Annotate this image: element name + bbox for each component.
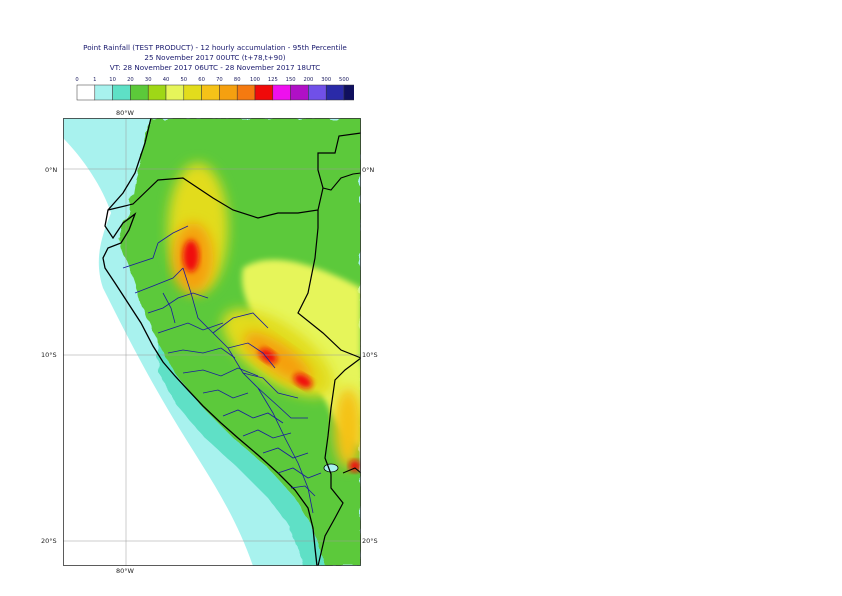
legend-swatch <box>219 84 238 101</box>
max-rain-core-north <box>183 240 199 272</box>
rainfall-map <box>63 118 361 566</box>
legend-swatch <box>201 84 220 101</box>
legend-swatch <box>308 84 327 101</box>
border-peru-brazil <box>297 210 361 359</box>
color-legend: 0 1 10 20 30 40 50 60 70 80 100 125 150 200 300 500 <box>75 77 354 101</box>
legend-threshold-label: 150 <box>286 77 296 83</box>
legend-swatch <box>343 84 354 101</box>
legend-swatch <box>325 84 345 101</box>
lat-label-left-20S: 20°S <box>41 537 57 545</box>
legend-threshold-label: 20 <box>127 77 134 83</box>
max-rain-core-central-2 <box>293 373 313 389</box>
legend-swatch <box>183 84 202 101</box>
legend-swatch <box>272 84 291 101</box>
legend-swatch <box>254 84 274 101</box>
border-peru-bolivia <box>317 357 361 566</box>
rain-band-southeast <box>334 388 361 468</box>
lat-label-right-20S: 20°S <box>362 537 378 545</box>
lon-label-bottom: 80°W <box>116 567 134 575</box>
lat-label-right-0N: 0°N <box>362 166 375 174</box>
legend-swatch <box>130 84 149 101</box>
lat-label-right-10S: 10°S <box>362 351 378 359</box>
map-frame <box>63 118 361 566</box>
legend-threshold-label: 70 <box>216 77 223 83</box>
legend-threshold-label: 10 <box>109 77 116 83</box>
legend-swatch <box>165 84 185 101</box>
legend-threshold-label: 80 <box>234 77 241 83</box>
legend-threshold-label: 50 <box>180 77 187 83</box>
lat-label-left-0N: 0°N <box>45 166 58 174</box>
admin-borders <box>122 225 322 514</box>
lat-label-left-10S: 10°S <box>41 351 57 359</box>
legend-threshold-label: 1 <box>93 77 96 83</box>
border-bolivia-detail <box>342 467 361 474</box>
heavy-rain-core-central <box>244 332 312 384</box>
legend-swatch <box>236 84 256 101</box>
lake-titicaca <box>323 463 339 473</box>
legend-swatch <box>290 84 309 101</box>
legend-swatch <box>94 84 113 101</box>
legend-swatch <box>147 84 167 101</box>
legend-threshold-label: 40 <box>163 77 170 83</box>
legend-threshold-label: 60 <box>198 77 205 83</box>
title-line-1: Point Rainfall (TEST PRODUCT) - 12 hourl… <box>83 43 347 52</box>
dry-ocean-area <box>63 138 253 566</box>
border-ecuador-colombia <box>107 132 361 219</box>
legend-swatch <box>112 84 131 101</box>
legend-threshold-label: 200 <box>303 77 313 83</box>
lon-label-top: 80°W <box>116 109 134 117</box>
legend-threshold-label: 500 <box>339 77 349 83</box>
legend-threshold-label: 0 <box>75 77 78 83</box>
legend-threshold-label: 30 <box>145 77 152 83</box>
title-line-2: 25 November 2017 00UTC (t+78,t+90) <box>144 53 286 62</box>
max-rain-core-central <box>259 348 277 364</box>
legend-threshold-label: 100 <box>250 77 260 83</box>
graticule <box>63 118 361 566</box>
legend-swatch <box>76 84 96 101</box>
legend-threshold-label: 125 <box>268 77 278 83</box>
border-colombia-brazil <box>322 172 361 191</box>
legend-threshold-label: 300 <box>321 77 331 83</box>
title-line-3: VT: 28 November 2017 06UTC - 28 November… <box>109 63 321 72</box>
coastal-light-rain <box>158 343 325 566</box>
